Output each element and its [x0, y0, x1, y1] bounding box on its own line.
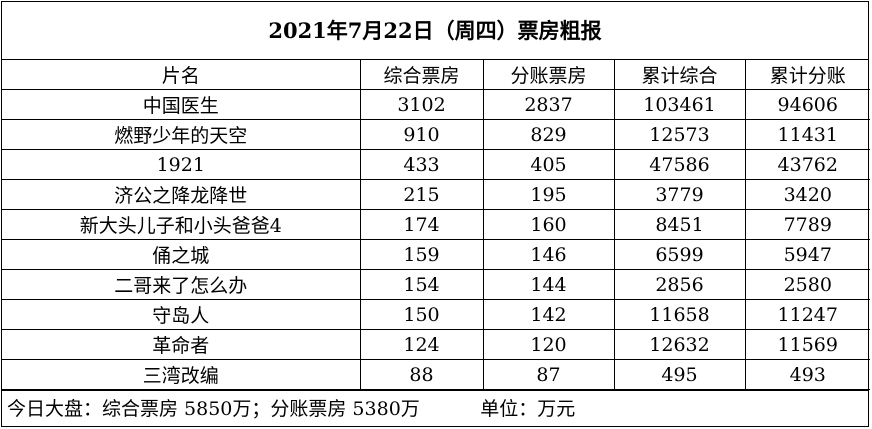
- split-cell: 160: [482, 209, 615, 240]
- table-row: 三湾改编 88 87 495 493: [2, 359, 870, 390]
- cumulative-gross-cell: 6599: [613, 239, 746, 270]
- cumulative-split-cell: 2580: [744, 269, 870, 300]
- table-row: 中国医生 3102 2837 103461 94606: [2, 89, 870, 120]
- cumulative-gross-cell: 47586: [613, 149, 746, 180]
- cumulative-split-cell: 11569: [744, 329, 870, 360]
- split-cell: 195: [482, 179, 615, 210]
- gross-cell: 3102: [359, 89, 484, 120]
- gross-cell: 174: [359, 209, 484, 240]
- movie-title-cell: 革命者: [2, 329, 361, 360]
- cumulative-split-cell: 43762: [744, 149, 870, 180]
- gross-cell: 159: [359, 239, 484, 270]
- table-row: 燃野少年的天空 910 829 12573 11431: [2, 119, 870, 150]
- cumulative-gross-cell: 12632: [613, 329, 746, 360]
- movie-title-cell: 济公之降龙降世: [2, 179, 361, 210]
- gross-cell: 150: [359, 299, 484, 330]
- gross-cell: 154: [359, 269, 484, 300]
- cumulative-split-cell: 7789: [744, 209, 870, 240]
- movie-title-cell: 三湾改编: [2, 359, 361, 390]
- cumulative-gross-cell: 2856: [613, 269, 746, 300]
- cumulative-split-cell: 493: [744, 359, 870, 390]
- split-cell: 87: [482, 359, 615, 390]
- column-header-cumulative-gross: 累计综合: [613, 60, 746, 90]
- movie-title-cell: 燃野少年的天空: [2, 119, 361, 150]
- movie-title-cell: 二哥来了怎么办: [2, 269, 361, 300]
- cumulative-gross-cell: 8451: [613, 209, 746, 240]
- cumulative-split-cell: 3420: [744, 179, 870, 210]
- table-row: 新大头儿子和小头爸爸4 174 160 8451 7789: [2, 209, 870, 240]
- cumulative-split-cell: 94606: [744, 89, 870, 120]
- movie-title-cell: 守岛人: [2, 299, 361, 330]
- table-row: 1921 433 405 47586 43762: [2, 149, 870, 180]
- split-cell: 144: [482, 269, 615, 300]
- table-row: 济公之降龙降世 215 195 3779 3420: [2, 179, 870, 210]
- box-office-table: 片名 综合票房 分账票房 累计综合 累计分账 中国医生 3102 2837 10346…: [2, 60, 870, 390]
- movie-title-cell: 1921: [2, 149, 361, 180]
- gross-cell: 433: [359, 149, 484, 180]
- cumulative-gross-cell: 3779: [613, 179, 746, 210]
- gross-cell: 124: [359, 329, 484, 360]
- column-header-cumulative-split: 累计分账: [744, 60, 870, 90]
- cumulative-gross-cell: 12573: [613, 119, 746, 150]
- split-cell: 829: [482, 119, 615, 150]
- cumulative-split-cell: 11431: [744, 119, 870, 150]
- gross-cell: 215: [359, 179, 484, 210]
- split-cell: 120: [482, 329, 615, 360]
- cumulative-gross-cell: 495: [613, 359, 746, 390]
- split-cell: 2837: [482, 89, 615, 120]
- footer-summary: 今日大盘：综合票房 5850万；分账票房 5380万 单位：万元: [2, 390, 868, 426]
- cumulative-split-cell: 11247: [744, 299, 870, 330]
- movie-title-cell: 新大头儿子和小头爸爸4: [2, 209, 361, 240]
- column-header-gross: 综合票房: [359, 60, 484, 90]
- cumulative-gross-cell: 11658: [613, 299, 746, 330]
- cumulative-gross-cell: 103461: [613, 89, 746, 120]
- split-cell: 146: [482, 239, 615, 270]
- gross-cell: 88: [359, 359, 484, 390]
- daily-total-text: 今日大盘：综合票房 5850万；分账票房 5380万: [7, 398, 420, 420]
- table-row: 俑之城 159 146 6599 5947: [2, 239, 870, 270]
- column-header-split: 分账票房: [482, 60, 615, 90]
- gross-cell: 910: [359, 119, 484, 150]
- table-row: 二哥来了怎么办 154 144 2856 2580: [2, 269, 870, 300]
- cumulative-split-cell: 5947: [744, 239, 870, 270]
- table-row: 守岛人 150 142 11658 11247: [2, 299, 870, 330]
- split-cell: 405: [482, 149, 615, 180]
- unit-text: 单位：万元: [480, 398, 576, 420]
- report-title: 2021年7月22日（周四）票房粗报: [2, 2, 868, 60]
- movie-title-cell: 俑之城: [2, 239, 361, 270]
- header-row: 片名 综合票房 分账票房 累计综合 累计分账: [2, 60, 870, 90]
- column-header-title: 片名: [2, 60, 361, 90]
- movie-title-cell: 中国医生: [2, 89, 361, 120]
- table-row: 革命者 124 120 12632 11569: [2, 329, 870, 360]
- split-cell: 142: [482, 299, 615, 330]
